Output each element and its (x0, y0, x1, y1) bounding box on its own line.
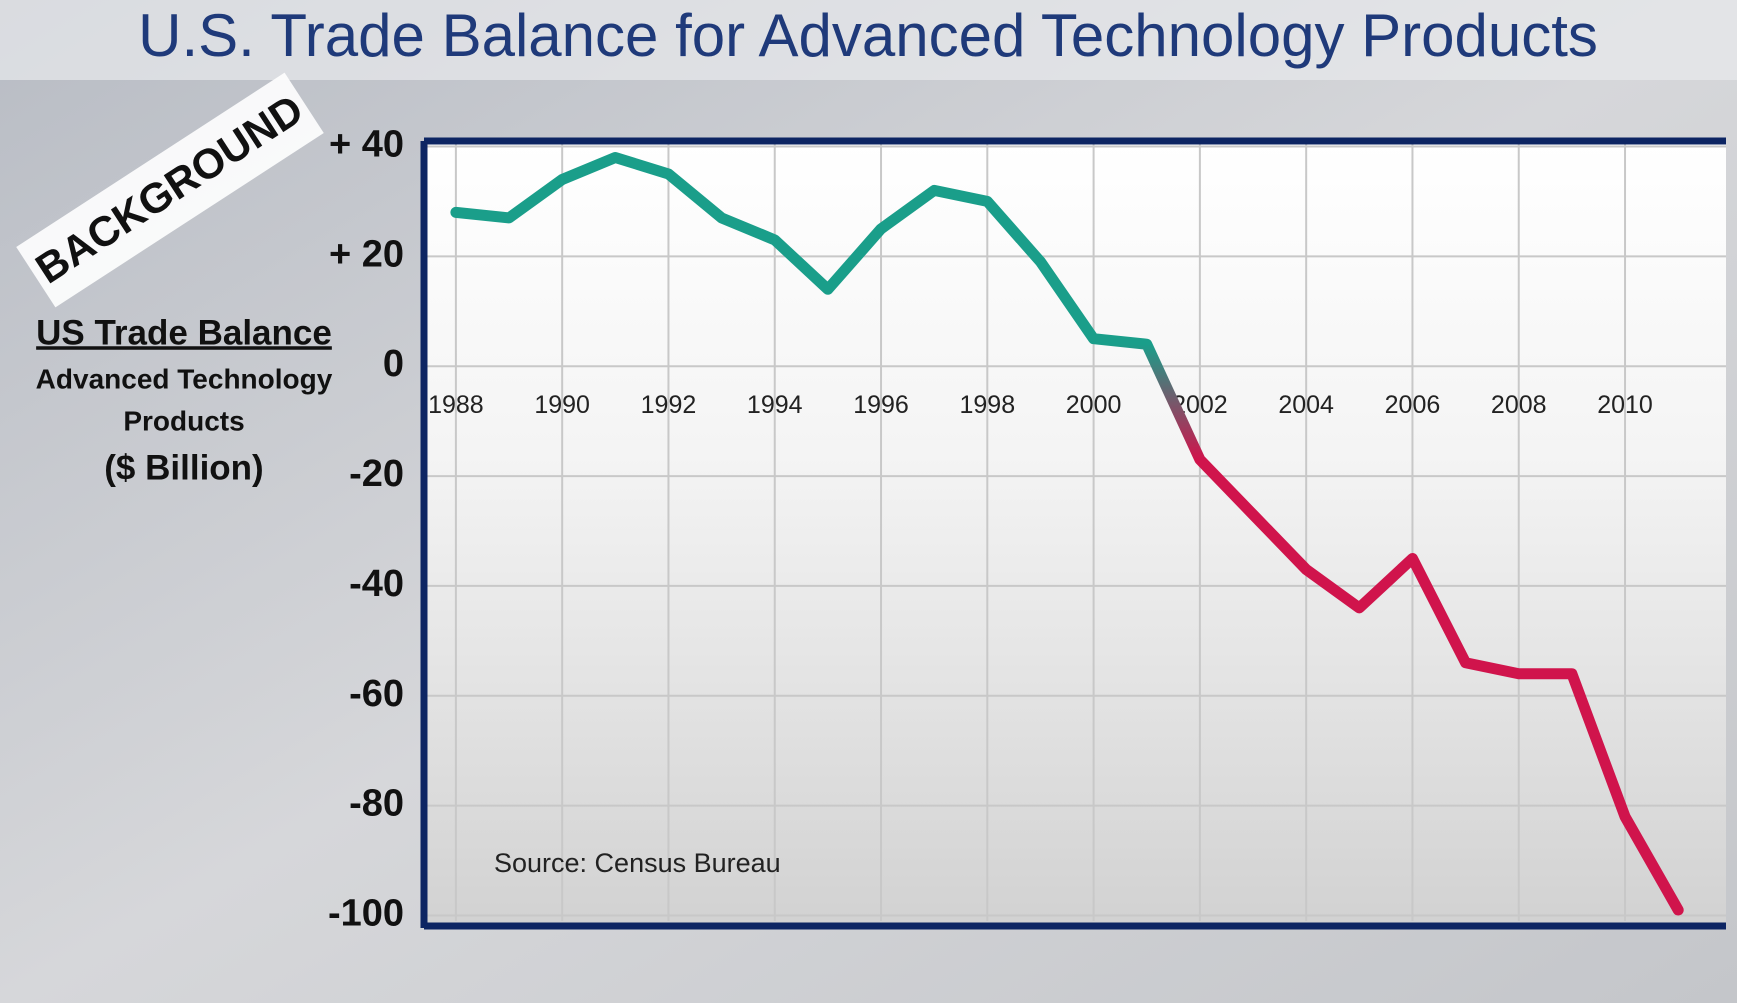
chart: U.S. Trade Balance for Advanced Technolo… (0, 0, 1737, 1003)
x-tick-label: 1990 (534, 391, 590, 419)
y-tick-label: -40 (349, 563, 404, 605)
x-tick-label: 2004 (1278, 391, 1334, 419)
x-tick-label: 1992 (641, 391, 697, 419)
source-note: Source: Census Bureau (494, 848, 781, 878)
y-axis-title: US Trade Balance (36, 313, 332, 352)
y-tick-label: -80 (349, 783, 404, 825)
y-tick-label: + 40 (329, 124, 404, 166)
x-tick-label: 1998 (960, 391, 1016, 419)
chart-title: U.S. Trade Balance for Advanced Technolo… (138, 2, 1598, 69)
x-tick-label: 2010 (1597, 391, 1653, 419)
page: {"chart_data": { "type": "line", "title"… (0, 0, 1737, 1003)
x-tick-label: 1988 (428, 391, 484, 419)
x-tick-label: 2008 (1491, 391, 1547, 419)
y-tick-label: + 20 (329, 233, 404, 275)
y-axis-unit: ($ Billion) (104, 448, 263, 487)
y-tick-label: -100 (328, 893, 404, 935)
x-tick-label: 2000 (1066, 391, 1122, 419)
y-tick-label: -20 (349, 453, 404, 495)
y-axis-subtitle: Advanced Technology (36, 363, 333, 394)
x-tick-label: 1996 (853, 391, 909, 419)
x-tick-label: 1994 (747, 391, 803, 419)
y-tick-label: -60 (349, 673, 404, 715)
y-axis-subtitle: Products (123, 405, 244, 436)
y-tick-label: 0 (383, 343, 404, 385)
x-tick-label: 2006 (1385, 391, 1441, 419)
